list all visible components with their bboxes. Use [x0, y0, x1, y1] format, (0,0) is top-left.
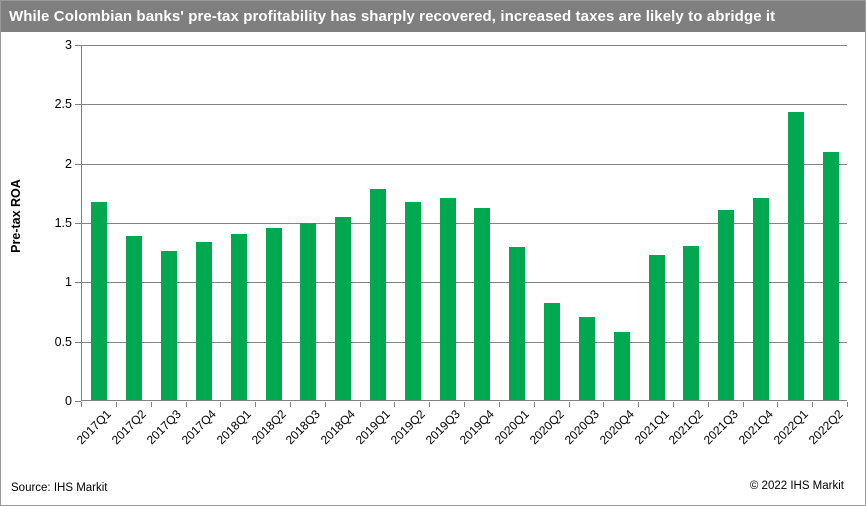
chart-title-bar: While Colombian banks' pre-tax profitabi… [1, 1, 865, 32]
x-tick-mark [289, 402, 291, 407]
bar-2018Q1 [230, 233, 247, 400]
y-tick-mark [75, 45, 81, 46]
footer-source: Source: IHS Markit [11, 482, 108, 494]
bar-2022Q1 [787, 111, 804, 400]
y-tick-mark [75, 104, 81, 105]
x-tick-mark [672, 402, 674, 407]
bar-2021Q4 [753, 198, 769, 400]
bar-2019Q3 [439, 198, 456, 400]
x-tick-mark [603, 402, 605, 407]
y-tick-mark [75, 164, 81, 165]
y-tick-label-3: 3 [65, 38, 72, 52]
footer-copyright: © 2022 IHS Markit [749, 480, 844, 492]
bar-2020Q4 [613, 332, 630, 400]
x-tick-mark [115, 402, 117, 407]
y-tick-label-2.5: 2.5 [54, 97, 72, 112]
bar-2017Q4 [195, 242, 212, 400]
bar-2017Q3 [161, 250, 177, 400]
y-tick-mark [75, 401, 81, 402]
gridline-3 [82, 45, 847, 46]
chart-title: While Colombian banks' pre-tax profitabi… [9, 8, 776, 25]
y-axis-title: Pre-tax ROA [9, 179, 23, 253]
gridline-1 [82, 282, 847, 283]
x-tick-mark [464, 402, 465, 407]
x-tick-mark [359, 402, 361, 407]
x-tick-mark [185, 402, 187, 407]
x-tick-mark [707, 402, 709, 407]
x-tick-mark [255, 402, 257, 407]
x-tick-mark [812, 402, 814, 407]
gridline-0.5 [82, 342, 847, 343]
x-tick-mark [394, 402, 396, 407]
bar-2019Q1 [370, 188, 386, 400]
bar-2021Q2 [683, 245, 700, 400]
bar-2019Q4 [474, 207, 491, 400]
x-tick-mark [429, 402, 431, 407]
y-tick-label-0: 0 [65, 394, 72, 408]
plot-area [81, 45, 847, 401]
y-tick-label-0.5: 0.5 [54, 334, 72, 349]
gridline-2.5 [82, 104, 847, 105]
y-tick-mark [75, 223, 81, 224]
y-tick-mark [75, 342, 81, 343]
bar-2018Q2 [265, 227, 282, 400]
bar-2020Q2 [544, 302, 560, 400]
gridline-2 [82, 164, 847, 165]
bar-2018Q3 [300, 223, 317, 400]
x-tick-mark [324, 402, 326, 407]
x-tick-mark [533, 402, 535, 407]
bar-2018Q4 [335, 217, 352, 400]
bar-2019Q2 [404, 201, 421, 400]
y-tick-label-2: 2 [65, 156, 72, 171]
y-tick-label-1.5: 1.5 [54, 216, 72, 230]
x-tick-mark [777, 402, 779, 407]
x-tick-mark [568, 402, 570, 407]
x-tick-mark [847, 402, 848, 407]
x-tick-mark [150, 402, 152, 407]
y-tick-mark [75, 282, 81, 283]
x-tick-mark [81, 402, 82, 407]
x-tick-mark [220, 402, 222, 407]
bar-2021Q3 [718, 210, 735, 400]
bar-2017Q1 [91, 201, 108, 400]
bar-2022Q2 [822, 152, 839, 400]
x-tick-mark [742, 402, 744, 407]
x-tick-mark [498, 402, 500, 407]
bar-2017Q2 [126, 236, 143, 400]
y-tick-label-1: 1 [65, 275, 72, 290]
bar-2021Q1 [648, 255, 665, 400]
bar-2020Q1 [509, 246, 526, 400]
bar-2020Q3 [578, 316, 595, 400]
gridline-1.5 [82, 223, 847, 224]
x-tick-mark [638, 402, 640, 407]
